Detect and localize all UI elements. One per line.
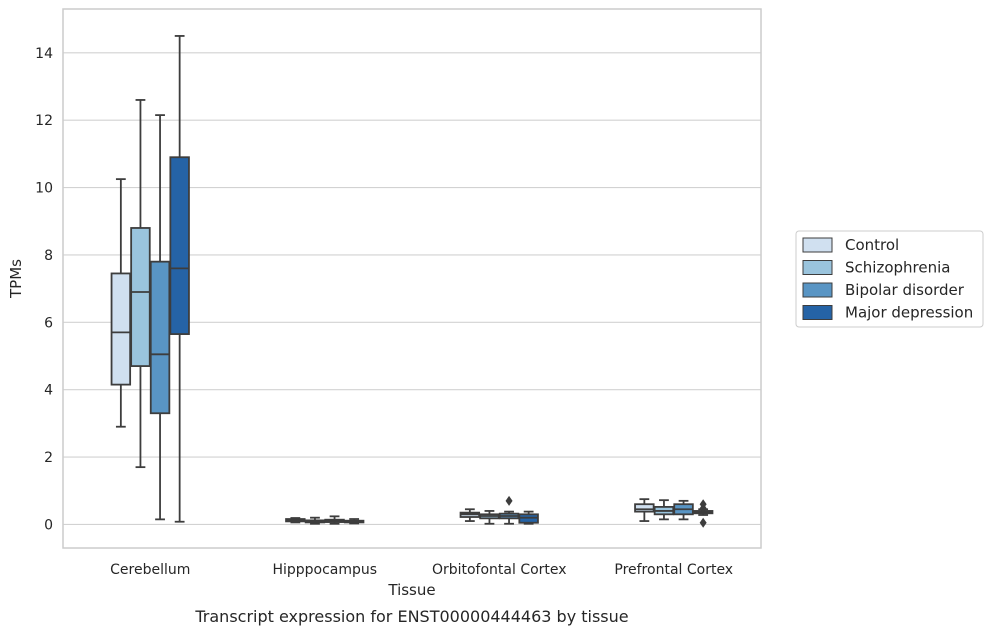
legend-frame xyxy=(795,230,984,328)
legend-item: Control xyxy=(802,236,899,254)
box-body xyxy=(149,260,171,415)
x-tick-label: Hipppocampus xyxy=(272,562,377,578)
box xyxy=(169,35,190,523)
legend-swatch xyxy=(802,237,833,253)
x-tick-labels: Cerebellum Hipppocampus Orbitofontal Corte… xyxy=(110,562,733,578)
box-body xyxy=(130,227,151,367)
legend-swatch xyxy=(802,282,833,298)
series-schizophrenia xyxy=(130,99,675,525)
box-body xyxy=(110,272,132,386)
x-axis-title: Tissue xyxy=(387,581,435,599)
y-tick-label: 4 xyxy=(44,383,53,399)
box xyxy=(324,515,345,525)
plot-area-frame xyxy=(62,8,762,549)
box xyxy=(149,114,171,521)
box xyxy=(653,499,675,521)
y-tick-labels: 0 2 4 6 8 10 12 14 xyxy=(35,46,53,534)
y-tick-label: 14 xyxy=(35,46,53,62)
box-body xyxy=(169,156,190,335)
box-body xyxy=(634,503,655,513)
box xyxy=(130,99,151,469)
y-tick-label: 6 xyxy=(44,315,53,331)
series-bipolar-disorder xyxy=(149,114,694,525)
series-control xyxy=(110,178,655,524)
box xyxy=(518,510,539,525)
box xyxy=(459,508,481,522)
box xyxy=(479,510,500,525)
legend-swatch xyxy=(802,305,833,320)
box xyxy=(673,499,694,521)
x-tick-label: Prefrontal Cortex xyxy=(614,562,733,578)
box xyxy=(498,495,520,525)
x-tick-label: Orbitofontal Cortex xyxy=(432,562,567,578)
chart-title: Transcript expression for ENST0000044446… xyxy=(194,607,628,626)
legend-label: Major depression xyxy=(845,304,973,322)
legend-item: Major depression xyxy=(802,304,973,322)
outlier-point xyxy=(505,495,513,506)
box xyxy=(304,516,326,525)
x-tick-label: Cerebellum xyxy=(110,562,190,578)
box-series xyxy=(110,35,714,528)
y-tick-label: 0 xyxy=(44,517,53,533)
box xyxy=(110,178,132,428)
legend-swatch xyxy=(802,260,833,275)
y-tick-label: 8 xyxy=(44,248,53,264)
box xyxy=(285,517,306,524)
legend: Control Schizophrenia Bipolar disorder Majo… xyxy=(795,230,984,328)
outlier-point xyxy=(699,499,707,510)
box xyxy=(343,518,365,525)
series-major-depression xyxy=(169,35,714,528)
y-tick-label: 12 xyxy=(35,113,53,129)
legend-label: Bipolar disorder xyxy=(845,281,965,299)
y-tick-label: 10 xyxy=(35,181,53,197)
box xyxy=(634,498,655,522)
outlier-point xyxy=(699,517,707,528)
box xyxy=(692,499,714,528)
y-tick-label: 2 xyxy=(44,450,53,466)
legend-item: Schizophrenia xyxy=(802,259,950,277)
y-axis-title: TPMs xyxy=(7,259,25,299)
legend-item: Bipolar disorder xyxy=(802,281,965,299)
legend-label: Schizophrenia xyxy=(845,259,950,277)
legend-label: Control xyxy=(845,236,899,254)
